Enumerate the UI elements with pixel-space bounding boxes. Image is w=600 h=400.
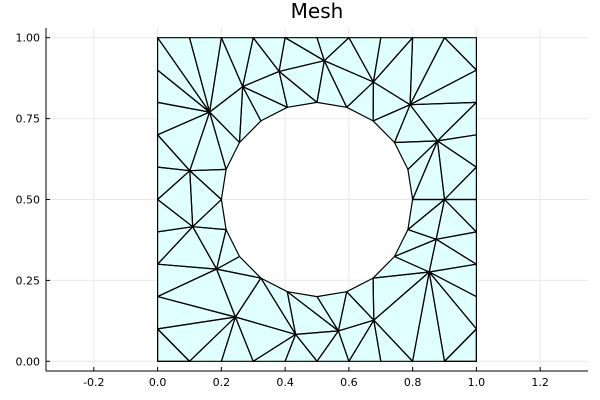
mesh-triangle-fill <box>192 226 227 270</box>
mesh-triangle-fill <box>348 320 381 362</box>
y-tick-label: 0.50 <box>16 194 41 207</box>
mesh-triangle-fill <box>287 291 339 335</box>
mesh-triangle-fill <box>189 169 227 200</box>
x-tick-label: -0.2 <box>83 376 104 389</box>
y-ticks: 0.00 0.25 0.50 0.75 1.00 <box>16 32 50 368</box>
mesh-triangle-fill <box>192 199 227 230</box>
mesh-triangle <box>209 111 241 170</box>
mesh-triangle-fill <box>324 60 374 108</box>
mesh-triangle-fill <box>189 112 227 171</box>
mesh-triangle <box>192 198 227 231</box>
mesh-triangle <box>157 328 191 362</box>
mesh-triangle-fill <box>157 167 190 200</box>
mesh-triangle-fill <box>157 170 193 227</box>
plot-title: Mesh <box>291 0 344 23</box>
mesh-triangle-fill <box>235 317 296 362</box>
mesh-triangle-fill <box>317 60 347 108</box>
mesh-triangle-fill <box>157 264 217 297</box>
mesh-triangle-fill <box>324 37 374 82</box>
mesh-triangle <box>157 263 218 298</box>
x-tick-label: 0.8 <box>404 376 422 389</box>
mesh-triangle-fill <box>253 37 286 72</box>
x-ticks: -0.2 0.0 0.2 0.4 0.6 0.8 1.0 1.2 <box>83 367 549 389</box>
mesh-triangle-fill <box>394 140 438 170</box>
mesh-triangle-fill <box>242 71 288 108</box>
mesh-triangle-fill <box>407 140 438 200</box>
mesh-triangle-fill <box>407 199 445 240</box>
x-tick-label: 0.0 <box>149 376 167 389</box>
mesh-triangle-fill <box>436 199 477 240</box>
mesh-triangle-fill <box>412 272 445 362</box>
mesh-triangle-fill <box>346 82 374 121</box>
mesh-triangle-fill <box>373 272 430 362</box>
x-tick-label: 1.2 <box>531 376 549 389</box>
mesh-triangle-fill <box>436 231 477 265</box>
mesh-triangle-fill <box>157 296 236 329</box>
mesh-triangle <box>238 85 262 144</box>
mesh-triangle-fill <box>373 256 430 279</box>
mesh-triangle-fill <box>412 140 445 200</box>
mesh-triangle-fill <box>189 37 222 113</box>
mesh-triangle-fill <box>242 86 288 121</box>
mesh-triangle-fill <box>348 37 381 82</box>
mesh-triangle <box>443 328 477 362</box>
mesh-triangle-fill <box>279 71 317 108</box>
mesh-triangle-fill <box>279 60 325 103</box>
mesh-triangle-fill <box>157 199 193 232</box>
mesh-triangle-fill <box>437 140 477 200</box>
x-tick-label: 0.2 <box>213 376 231 389</box>
mesh-triangle-fill <box>373 104 411 143</box>
y-tick-label: 0.00 <box>16 355 41 368</box>
mesh-triangle-fill <box>429 239 477 272</box>
mesh-triangle <box>443 37 477 71</box>
mesh <box>157 37 477 362</box>
y-tick-label: 1.00 <box>16 32 41 45</box>
mesh-triangle-fill <box>410 102 477 141</box>
mesh-triangle-fill <box>410 37 477 105</box>
mesh-triangle-fill <box>437 134 477 168</box>
mesh-triangle <box>216 255 262 279</box>
mesh-triangle-fill <box>295 330 339 362</box>
mesh-triangle-fill <box>209 86 243 143</box>
mesh-triangle-fill <box>157 102 210 135</box>
y-tick-label: 0.75 <box>16 113 41 126</box>
mesh-triangle-fill <box>157 317 236 362</box>
mesh-triangle-fill <box>338 291 374 331</box>
mesh-triangle <box>189 168 227 201</box>
mesh-triangle-fill <box>429 264 477 297</box>
mesh-triangle-fill <box>242 37 280 87</box>
mesh-triangle-fill <box>209 112 240 170</box>
mesh-triangle-fill <box>216 256 261 279</box>
mesh-triangle-fill <box>394 239 437 272</box>
mesh-triangle-fill <box>338 320 374 362</box>
mesh-triangle-fill <box>394 104 438 143</box>
mesh-triangle-fill <box>157 269 236 317</box>
x-tick-label: 0.6 <box>340 376 358 389</box>
mesh-triangle-fill <box>235 278 296 335</box>
mesh-triangle-fill <box>209 37 243 113</box>
y-tick-label: 0.25 <box>16 274 41 287</box>
mesh-triangle-fill <box>157 112 210 171</box>
mesh-triangle-fill <box>157 226 217 270</box>
mesh-triangle-fill <box>216 269 261 317</box>
mesh-triangle-fill <box>317 37 349 61</box>
x-tick-label: 0.4 <box>276 376 294 389</box>
mesh-triangle-fill <box>317 291 347 331</box>
mesh-triangle-fill <box>239 86 261 143</box>
x-tick-label: 1.0 <box>468 376 486 389</box>
mesh-triangle-fill <box>221 317 254 362</box>
mesh-triangle-fill <box>189 170 222 227</box>
mesh-triangle-fill <box>373 82 411 121</box>
